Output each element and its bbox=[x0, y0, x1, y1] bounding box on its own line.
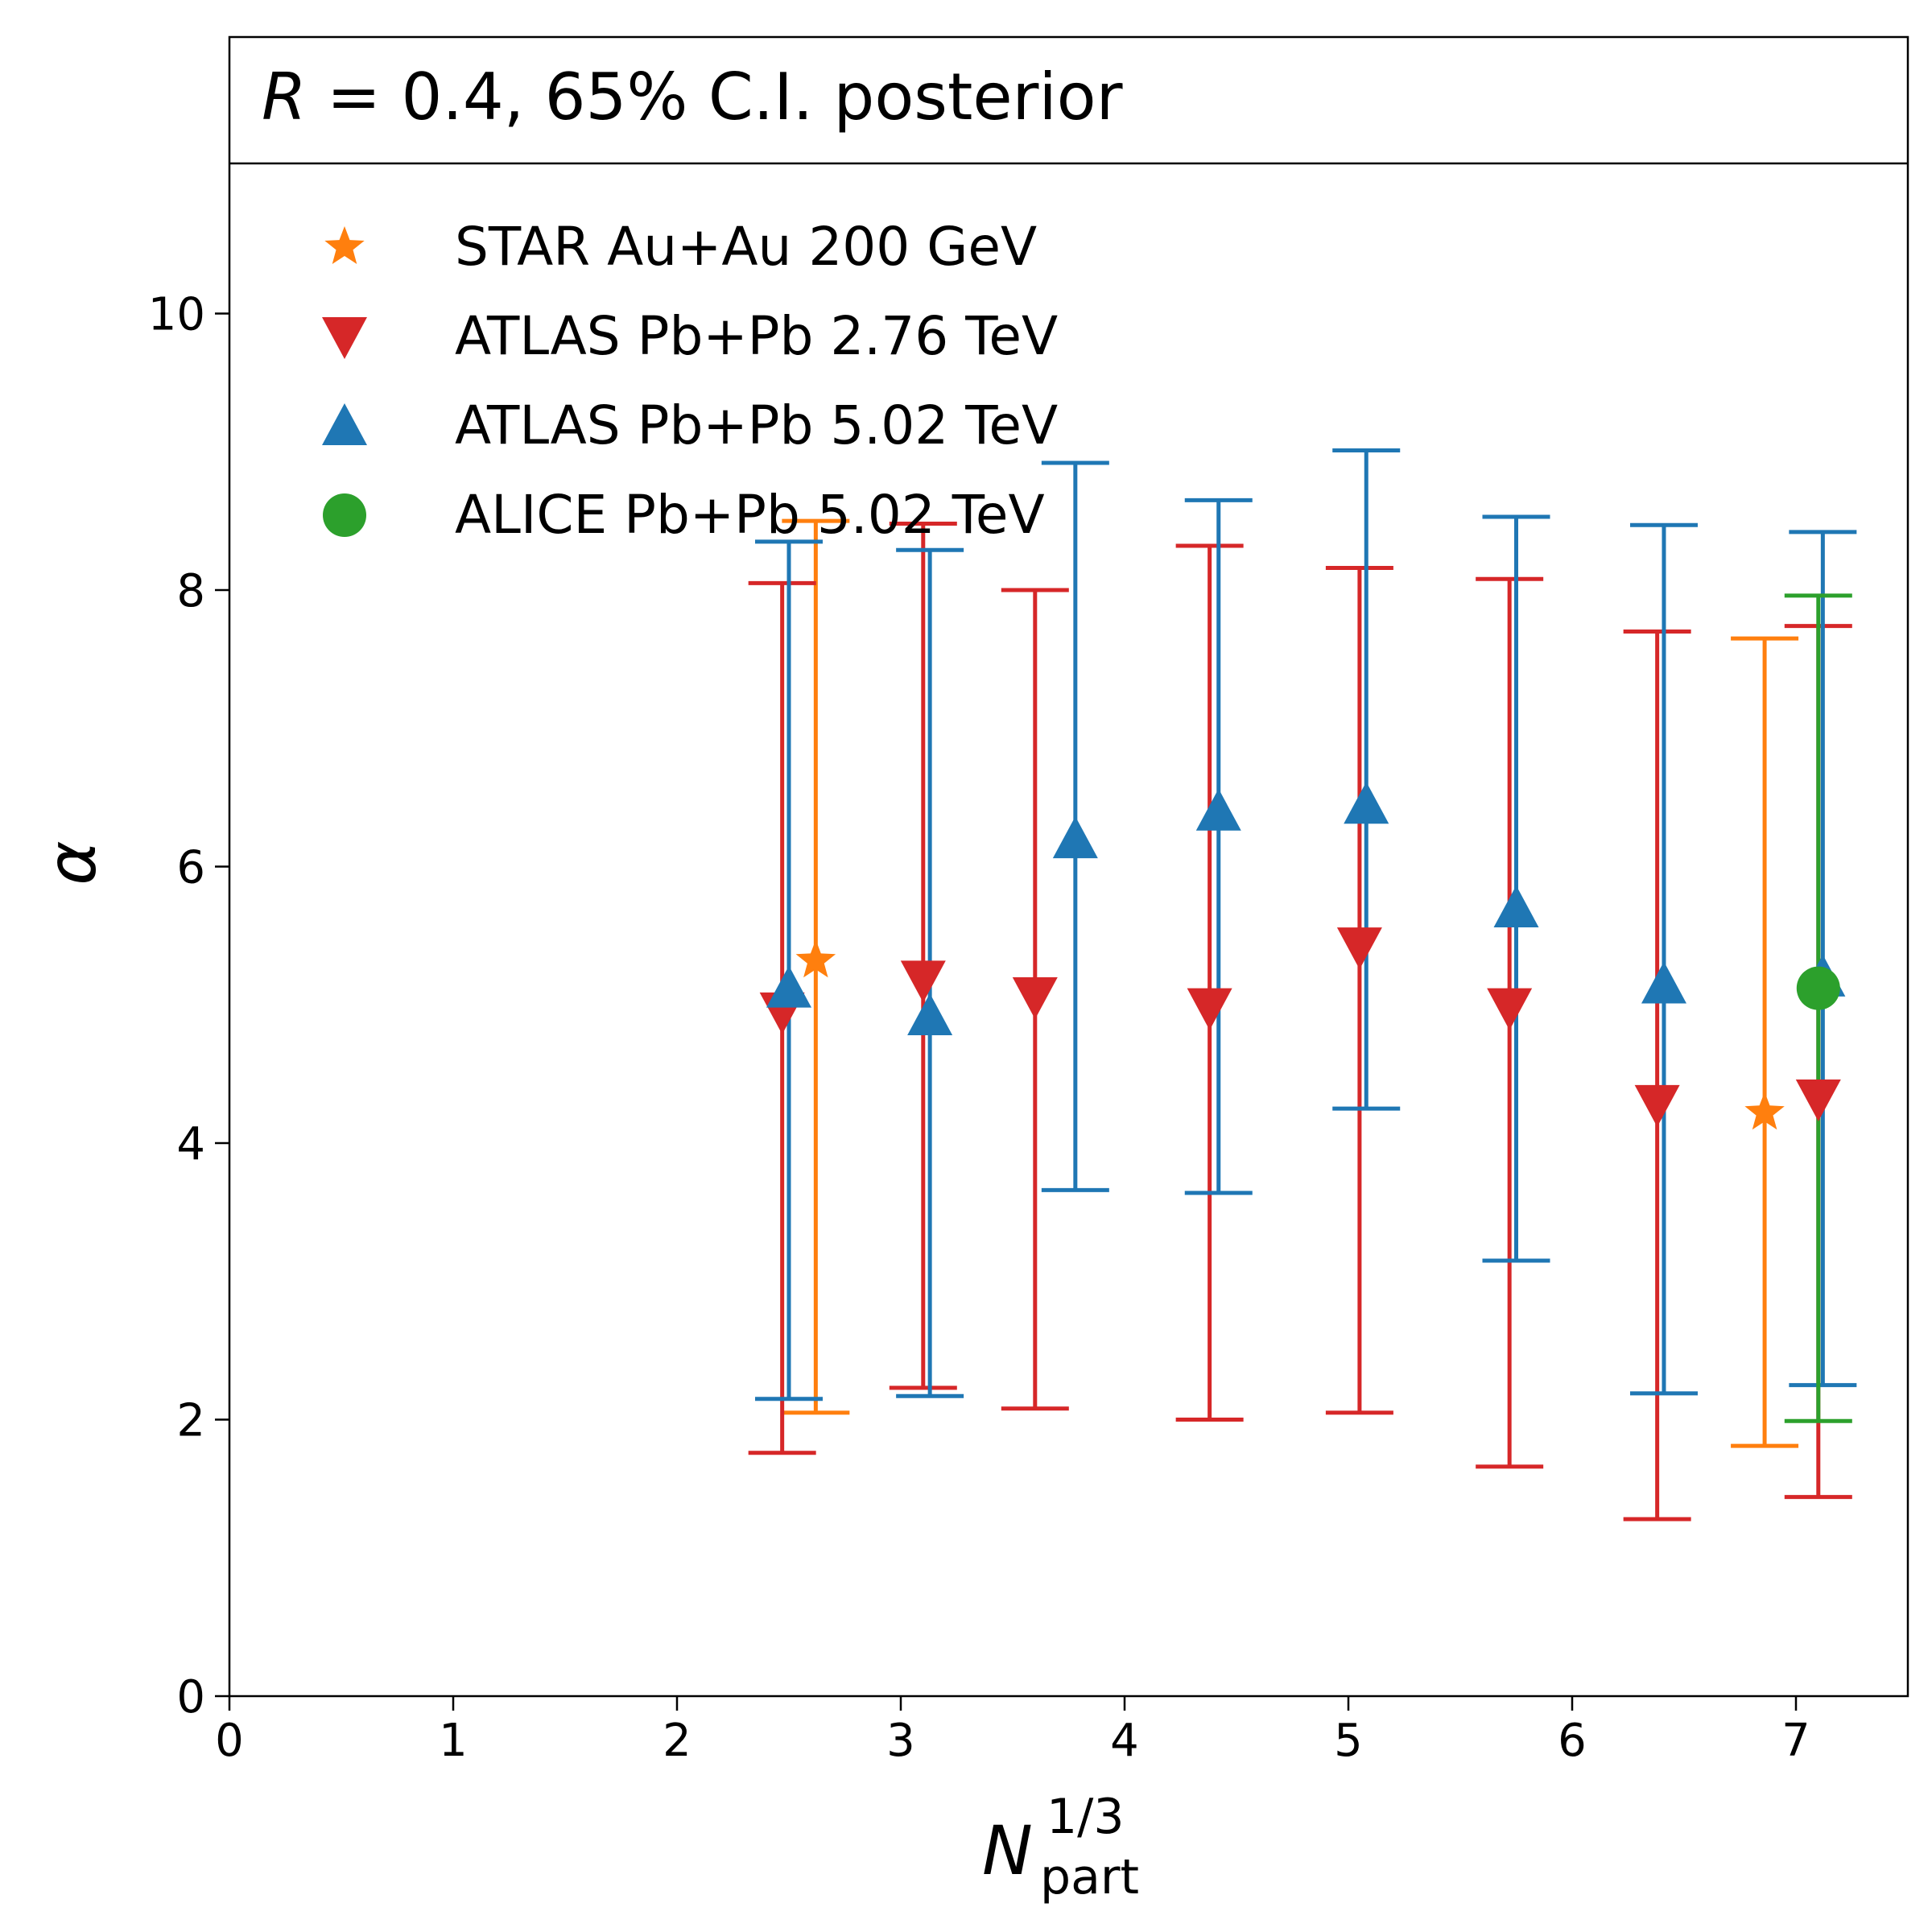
legend-marker-triangle-down bbox=[322, 317, 367, 359]
data-point-triangle-up bbox=[1641, 961, 1686, 1004]
data-point-star bbox=[795, 939, 836, 978]
y-axis-label: α bbox=[32, 840, 111, 885]
data-point-triangle-down bbox=[1487, 988, 1533, 1030]
data-point-triangle-up bbox=[1195, 788, 1241, 831]
data-point-triangle-up bbox=[907, 993, 953, 1035]
x-axis-label-base: N bbox=[982, 1811, 1033, 1890]
chart-title: R = 0.4, 65% C.I. posterior bbox=[262, 60, 1123, 134]
data-point-triangle-down bbox=[1187, 988, 1232, 1030]
legend-marker-circle bbox=[323, 493, 366, 537]
legend-marker-star bbox=[324, 226, 365, 264]
y-tick-label: 0 bbox=[176, 1671, 205, 1724]
legend-item: STAR Au+Au 200 GeV bbox=[324, 216, 1037, 278]
error-bar bbox=[1731, 636, 1799, 1448]
title-text: = 0.4, 65% C.I. posterior bbox=[307, 60, 1123, 134]
x-tick-label: 0 bbox=[215, 1715, 244, 1767]
data-point-triangle-down bbox=[1634, 1084, 1680, 1127]
legend-label: STAR Au+Au 200 GeV bbox=[455, 216, 1037, 278]
x-tick-label: 7 bbox=[1781, 1715, 1810, 1767]
axes: 0 1 2 3 4 5 6 7 0 2 4 6 8 10 bbox=[148, 289, 1810, 1768]
x-tick-label: 5 bbox=[1334, 1715, 1363, 1767]
y-tick-label: 4 bbox=[176, 1118, 205, 1170]
x-axis-label-sub: part bbox=[1040, 1849, 1139, 1905]
error-bar bbox=[1332, 448, 1401, 1111]
error-bar bbox=[1629, 522, 1698, 1396]
data-point-circle bbox=[1796, 966, 1840, 1010]
legend-label: ATLAS Pb+Pb 2.76 TeV bbox=[455, 305, 1058, 367]
error-bar bbox=[1325, 566, 1393, 1415]
y-tick-label: 6 bbox=[176, 842, 205, 894]
data-point-triangle-up bbox=[766, 965, 811, 1008]
x-tick-label: 4 bbox=[1110, 1715, 1139, 1767]
y-tick-label: 10 bbox=[148, 289, 205, 341]
legend-marker-triangle-up bbox=[322, 403, 367, 445]
data-point-triangle-down bbox=[1795, 1080, 1841, 1122]
data-point-triangle-down bbox=[900, 960, 946, 1003]
x-axis-label-sup: 1/3 bbox=[1046, 1789, 1125, 1845]
x-tick-label: 2 bbox=[663, 1715, 691, 1767]
data-point-triangle-down bbox=[1336, 927, 1382, 970]
data-point-star bbox=[1744, 1092, 1785, 1130]
x-tick-label: 6 bbox=[1558, 1715, 1587, 1767]
y-tick-label: 8 bbox=[176, 565, 205, 617]
y-tick-label: 2 bbox=[176, 1395, 205, 1447]
legend: STAR Au+Au 200 GeV ATLAS Pb+Pb 2.76 TeV AT… bbox=[322, 216, 1058, 546]
data-point-triangle-up bbox=[1344, 782, 1389, 824]
error-bar bbox=[1623, 630, 1691, 1521]
title-variable: R bbox=[262, 60, 307, 134]
legend-item: ALICE Pb+Pb 5.02 TeV bbox=[323, 484, 1045, 546]
x-tick-label: 3 bbox=[886, 1715, 915, 1767]
data-point-triangle-up bbox=[1493, 886, 1539, 928]
error-bar bbox=[889, 522, 957, 1390]
error-bar bbox=[1184, 497, 1253, 1195]
legend-label: ALICE Pb+Pb 5.02 TeV bbox=[455, 484, 1045, 546]
data-point-triangle-down bbox=[1012, 976, 1058, 1019]
legend-item: ATLAS Pb+Pb 2.76 TeV bbox=[322, 305, 1058, 367]
legend-label: ATLAS Pb+Pb 5.02 TeV bbox=[455, 394, 1058, 456]
legend-item: ATLAS Pb+Pb 5.02 TeV bbox=[322, 394, 1058, 456]
data-markers bbox=[759, 782, 1846, 1130]
error-bar bbox=[1175, 543, 1244, 1422]
x-tick-label: 1 bbox=[439, 1715, 468, 1767]
data-point-triangle-up bbox=[1052, 816, 1098, 859]
